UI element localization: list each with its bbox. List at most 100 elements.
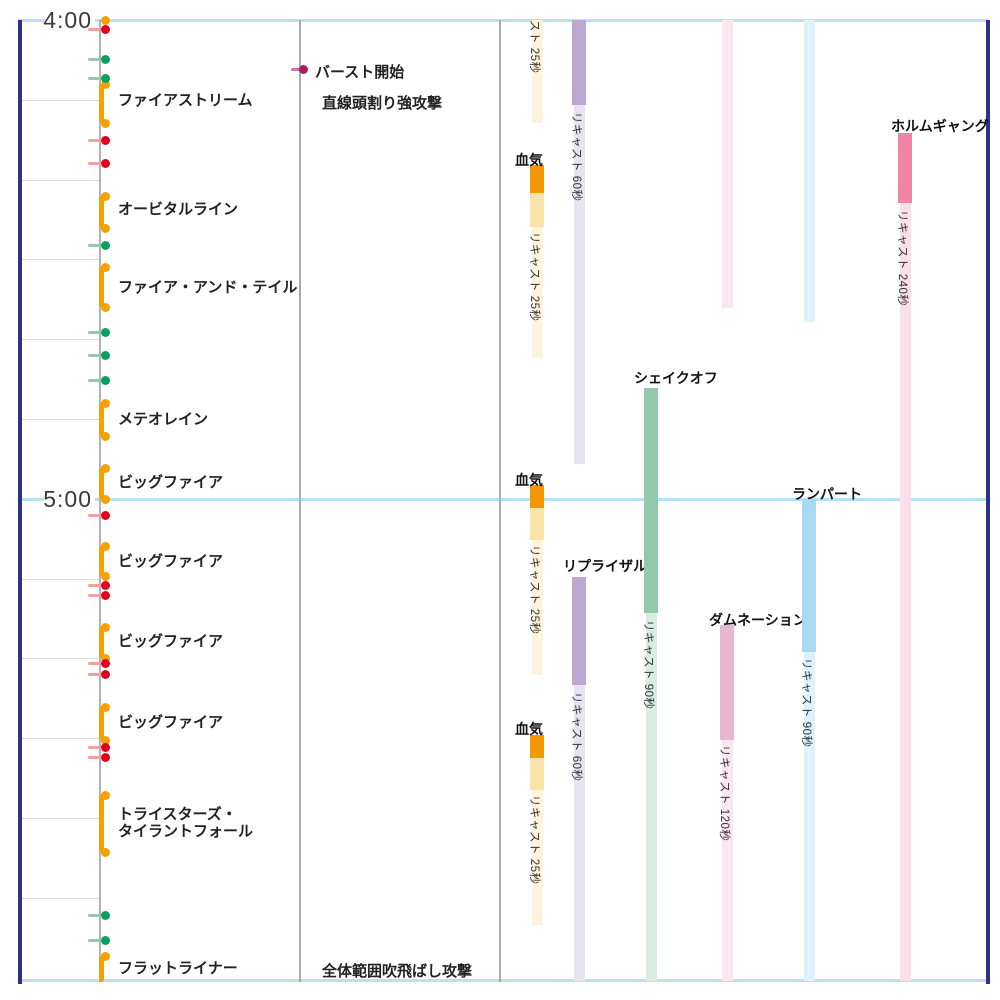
- cooldown-segment-active: [530, 485, 544, 508]
- cast-duration-bar: [99, 196, 104, 228]
- ability-label: リプライザル: [563, 558, 647, 574]
- cast-start-dot: [100, 398, 110, 408]
- red-event-dot: [100, 135, 110, 145]
- recast-duration-vtext: リキャスト 25秒: [527, 20, 540, 74]
- cooldown-segment-recast: [645, 613, 657, 981]
- red-event-dot: [100, 24, 110, 34]
- time-label: 4:00: [43, 7, 92, 33]
- cast-label: ビッグファイア: [118, 553, 224, 570]
- cast-duration-bar: [99, 956, 104, 982]
- green-event-dash: [88, 938, 101, 942]
- grid-line: [20, 898, 100, 899]
- red-event-dash: [88, 755, 101, 759]
- cast-start-dot: [100, 79, 110, 89]
- time-label: 5:00: [43, 486, 92, 512]
- cast-duration-bar: [99, 84, 104, 123]
- grid-line: [20, 180, 100, 181]
- cooldown-segment-active: [644, 388, 658, 613]
- recast-duration-vtext: リキャスト 90秒: [641, 620, 654, 710]
- red-event-dot: [100, 510, 110, 520]
- cooldown-segment-fade: [530, 193, 544, 227]
- green-event-dash: [88, 378, 101, 382]
- cast-label: メテオレイン: [118, 411, 209, 428]
- cooldown-segment-recast: [803, 652, 815, 981]
- burst-marker-dash: [291, 67, 304, 71]
- cast-duration-bar: [99, 795, 104, 852]
- red-event-dot: [100, 158, 110, 168]
- hour-tick: [18, 498, 44, 501]
- cooldown-segment-recast: [573, 105, 585, 464]
- cooldown-segment-active: [898, 133, 912, 203]
- grid-line: [20, 419, 100, 420]
- green-event-dash: [88, 913, 101, 917]
- cooldown-segment-active: [572, 20, 586, 105]
- cast-end-dot: [100, 494, 110, 504]
- ability-label: ホルムギャング: [891, 118, 989, 134]
- cooldown-segment-recast: [531, 20, 543, 123]
- cast-start-dot: [100, 191, 110, 201]
- ability-label: ランパート: [792, 486, 862, 502]
- cast-duration-bar: [99, 468, 104, 499]
- cooldown-segment-recast: [573, 685, 585, 981]
- red-event-dash: [88, 161, 101, 165]
- recast-duration-vtext: リキャスト 25秒: [527, 232, 540, 322]
- attack-note: 全体範囲吹飛ばし攻撃: [322, 963, 473, 980]
- cast-label: フラットライナー: [118, 960, 238, 977]
- cast-duration-bar: [99, 546, 104, 576]
- red-event-dash: [88, 138, 101, 142]
- cooldown-segment-recast: [531, 790, 543, 925]
- green-event-dot: [100, 327, 110, 337]
- cast-duration-bar: [99, 403, 104, 436]
- attack-note: 直線頭割り強攻撃: [322, 95, 443, 112]
- grid-line: [20, 100, 100, 101]
- cooldown-segment-recast: [721, 740, 733, 981]
- cast-start-dot: [100, 262, 110, 272]
- cast-label: ファイア・アンド・テイル: [118, 279, 298, 296]
- green-event-dot: [100, 910, 110, 920]
- cooldown-segment-active: [720, 625, 734, 740]
- cast-duration-bar: [99, 707, 104, 740]
- red-event-dash: [88, 672, 101, 676]
- red-event-dash: [88, 583, 101, 587]
- grid-line: [20, 818, 100, 819]
- recast-duration-vtext: リキャスト 120秒: [717, 745, 730, 842]
- grid-line: [20, 579, 100, 580]
- recast-duration-vtext: リキャスト 25秒: [527, 545, 540, 635]
- orange-event-dot: [100, 15, 110, 25]
- recast-duration-vtext: リキャスト 60秒: [569, 112, 582, 202]
- cast-start-dot: [100, 951, 110, 961]
- cooldown-segment-recast: [721, 20, 733, 308]
- cast-label: オービタルライン: [118, 201, 239, 218]
- green-event-dot: [100, 350, 110, 360]
- cooldown-segment-recast: [803, 20, 815, 322]
- column-divider: [299, 20, 301, 982]
- green-event-dot: [100, 73, 110, 83]
- cast-end-dot: [100, 223, 110, 233]
- cooldown-segment-recast: [899, 203, 911, 981]
- cooldown-segment-active: [802, 499, 816, 652]
- green-event-dot: [100, 935, 110, 945]
- cooldown-segment-active: [572, 577, 586, 685]
- recast-duration-vtext: リキャスト 240秒: [895, 210, 908, 307]
- cast-end-dot: [100, 302, 110, 312]
- green-event-dash: [88, 330, 101, 334]
- cooldown-segment-fade: [530, 508, 544, 540]
- green-event-dot: [100, 54, 110, 64]
- burst-start-label: バースト開始: [315, 64, 405, 81]
- green-event-dash: [88, 76, 101, 80]
- cast-end-dot: [100, 847, 110, 857]
- cast-end-dot: [100, 571, 110, 581]
- cooldown-segment-active: [530, 165, 544, 193]
- red-event-dot: [100, 752, 110, 762]
- ability-label: ダムネーション: [709, 612, 807, 628]
- cast-end-dot: [100, 653, 110, 663]
- timeline-axis: [99, 20, 101, 982]
- hour-line: [18, 979, 990, 982]
- cooldown-plot: リキャスト 25秒 リキャスト 25秒 リキャスト 25秒 リキャスト 25秒 血気 血気…: [0, 20, 1000, 982]
- cast-end-dot: [100, 118, 110, 128]
- grid-line: [20, 658, 100, 659]
- grid-line: [20, 339, 100, 340]
- grid-line: [20, 738, 100, 739]
- cooldown-segment-recast: [531, 540, 543, 675]
- red-event-dot: [100, 658, 110, 668]
